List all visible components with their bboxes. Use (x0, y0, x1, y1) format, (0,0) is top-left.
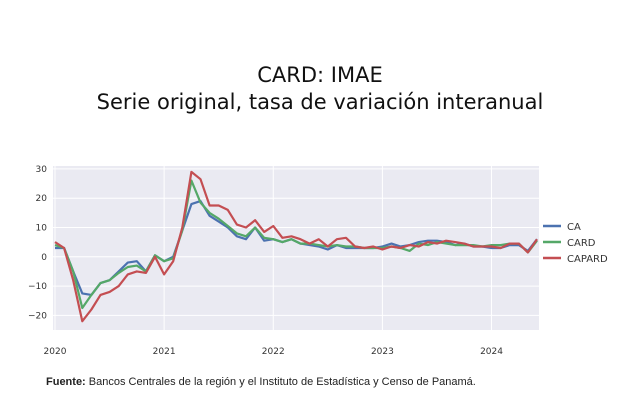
source-note: Fuente: Bancos Centrales de la región y … (46, 376, 476, 388)
legend-label-ca: CA (567, 222, 581, 233)
source-label: Fuente: (46, 376, 86, 388)
chart-subtitle: Serie original, tasa de variación intera… (96, 90, 544, 114)
x-tick-label: 2024 (480, 347, 503, 357)
x-tick-label: 2022 (262, 347, 285, 357)
line-chart: 30 20 10 0 −10 −20 2020 2021 2022 2023 2024 CA CARD C… (28, 165, 608, 357)
y-tick-label: 20 (36, 194, 48, 204)
source-text: Bancos Centrales de la región y el Insti… (88, 376, 476, 388)
series-line-capard (54, 170, 538, 323)
plot-background (53, 166, 539, 330)
chart-title: CARD: IMAE (257, 63, 383, 87)
y-tick-label: 0 (41, 253, 47, 263)
x-tick-label: 2020 (44, 347, 67, 357)
y-tick-label: 10 (36, 224, 48, 234)
legend-label-capard: CAPARD (567, 254, 608, 265)
y-tick-label: −20 (28, 311, 47, 321)
y-tick-label: −10 (28, 282, 47, 292)
legend-label-card: CARD (567, 238, 596, 249)
series-line-card (54, 179, 538, 310)
title-block: CARD: IMAE Serie original, tasa de varia… (0, 62, 640, 116)
y-tick-label: 30 (36, 165, 48, 175)
x-tick-label: 2021 (153, 347, 176, 357)
x-tick-label: 2023 (371, 347, 394, 357)
